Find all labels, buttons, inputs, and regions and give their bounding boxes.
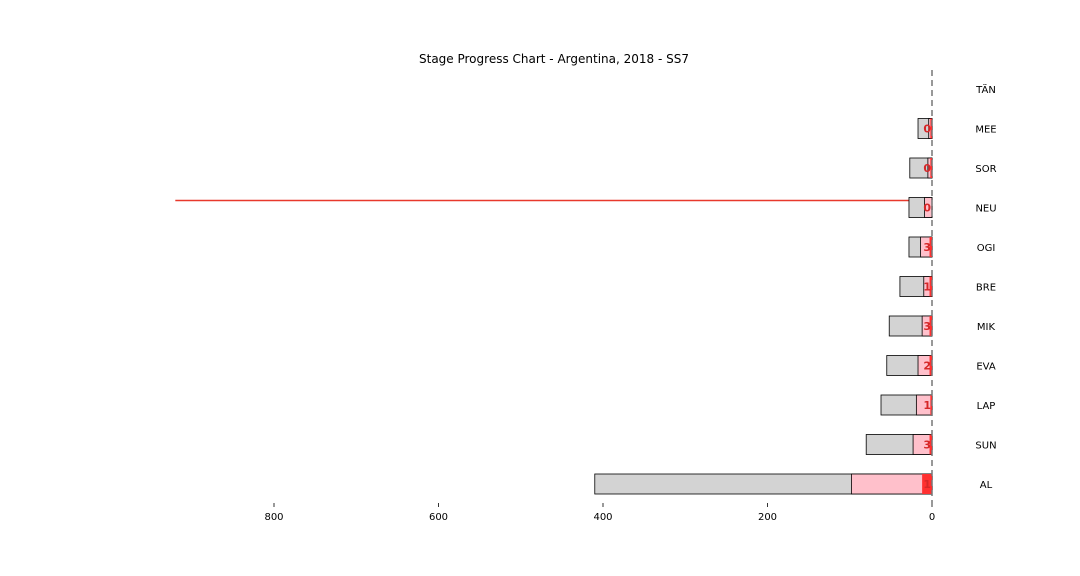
- data-label-OGI: 3: [923, 241, 931, 254]
- driver-label-TÄN: TÄN: [975, 83, 996, 96]
- x-tick-label-800: 800: [264, 512, 283, 523]
- data-label-BRE: 1: [923, 281, 931, 294]
- chart-title: Stage Progress Chart - Argentina, 2018 -…: [419, 52, 689, 66]
- bar-gain-BRE: [929, 276, 932, 297]
- x-tick-label-600: 600: [429, 512, 448, 523]
- data-label-LAP: 1: [923, 399, 931, 412]
- driver-label-MEE: MEE: [975, 125, 996, 136]
- bar-stage-NEU: [924, 197, 933, 218]
- data-label-MEE: 0: [923, 123, 931, 136]
- data-label-MIK: 3: [923, 320, 931, 333]
- bar-gain-EVA: [929, 355, 932, 376]
- driver-label-NEU: NEU: [975, 204, 996, 215]
- bar-gain-LAP: [930, 395, 932, 415]
- driver-label-MIK: MIK: [977, 322, 996, 333]
- driver-label-BRE: BRE: [976, 283, 996, 294]
- x-axis: 800 600 400 200 0: [264, 503, 935, 523]
- driver-label-EVA: EVA: [976, 362, 996, 373]
- driver-labels: TÄN MEE SOR NEU OGI BRE MIK EVA LAP SUN AL: [975, 83, 996, 491]
- x-tick-label-200: 200: [758, 512, 777, 523]
- driver-label-OGI: OGI: [977, 243, 996, 254]
- data-label-NEU: 0: [923, 202, 931, 215]
- bar-gain-MIK: [929, 316, 932, 336]
- data-label-AL: 1: [923, 478, 931, 491]
- bar-gain-OGI: [929, 237, 932, 257]
- driver-label-AL: AL: [980, 480, 993, 491]
- x-tick-label-0: 0: [929, 512, 935, 523]
- bar-gain-AL: [922, 474, 932, 494]
- driver-label-LAP: LAP: [977, 401, 996, 412]
- data-label-EVA: 2: [923, 360, 931, 373]
- bar-stage-AL: [850, 473, 933, 495]
- bar-layer: [175, 70, 933, 503]
- bar-gain-SOR: [930, 158, 932, 178]
- data-label-SUN: 3: [923, 439, 931, 452]
- x-tick-label-400: 400: [593, 512, 612, 523]
- bar-gain-SUN: [929, 434, 932, 455]
- driver-label-SOR: SOR: [975, 164, 996, 175]
- driver-label-SUN: SUN: [975, 441, 996, 452]
- data-label-SOR: 0: [923, 162, 931, 175]
- bar-gain-MEE: [930, 118, 932, 139]
- data-label-layer: 0 0 0 3 1 3 2 1 3 1: [923, 123, 931, 492]
